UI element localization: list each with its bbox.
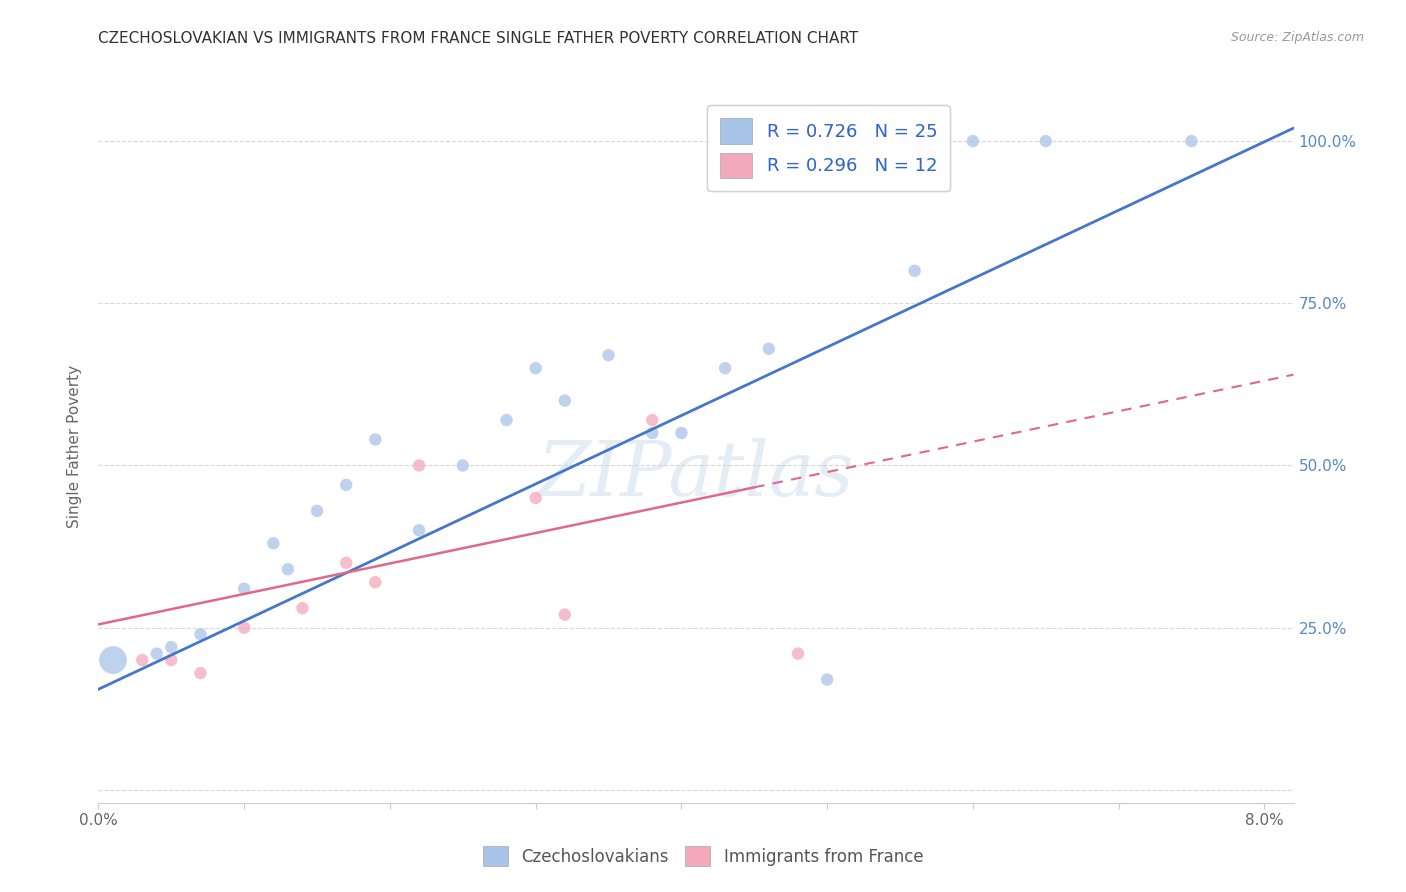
Point [408,524,430,538]
Point [524,491,547,505]
Point [335,478,357,492]
Point [190,627,212,641]
Point [277,562,299,576]
Text: Source: ZipAtlas.com: Source: ZipAtlas.com [1230,31,1364,45]
Legend: Czechoslovakians, Immigrants from France: Czechoslovakians, Immigrants from France [474,838,932,875]
Point [524,361,547,376]
Point [145,647,167,661]
Point [233,582,256,596]
Point [305,504,328,518]
Point [815,673,838,687]
Point [671,425,693,440]
Point [364,433,387,447]
Point [408,458,430,473]
Point [160,653,183,667]
Point [554,607,576,622]
Text: CZECHOSLOVAKIAN VS IMMIGRANTS FROM FRANCE SINGLE FATHER POVERTY CORRELATION CHAR: CZECHOSLOVAKIAN VS IMMIGRANTS FROM FRANC… [98,31,859,46]
Point [190,666,212,681]
Point [364,575,387,590]
Point [101,653,124,667]
Point [451,458,474,473]
Point [962,134,984,148]
Legend: R = 0.726   N = 25, R = 0.296   N = 12: R = 0.726 N = 25, R = 0.296 N = 12 [707,105,950,191]
Point [714,361,737,376]
Point [641,413,664,427]
Point [787,647,810,661]
Point [903,264,925,278]
Point [233,621,256,635]
Point [291,601,314,615]
Point [262,536,284,550]
Point [131,653,153,667]
Point [758,342,780,356]
Point [554,393,576,408]
Point [641,425,664,440]
Point [598,348,620,362]
Text: ZIPatlas: ZIPatlas [537,438,855,511]
Point [160,640,183,654]
Y-axis label: Single Father Poverty: Single Father Poverty [67,365,83,527]
Point [1180,134,1202,148]
Point [1035,134,1057,148]
Point [335,556,357,570]
Point [495,413,517,427]
